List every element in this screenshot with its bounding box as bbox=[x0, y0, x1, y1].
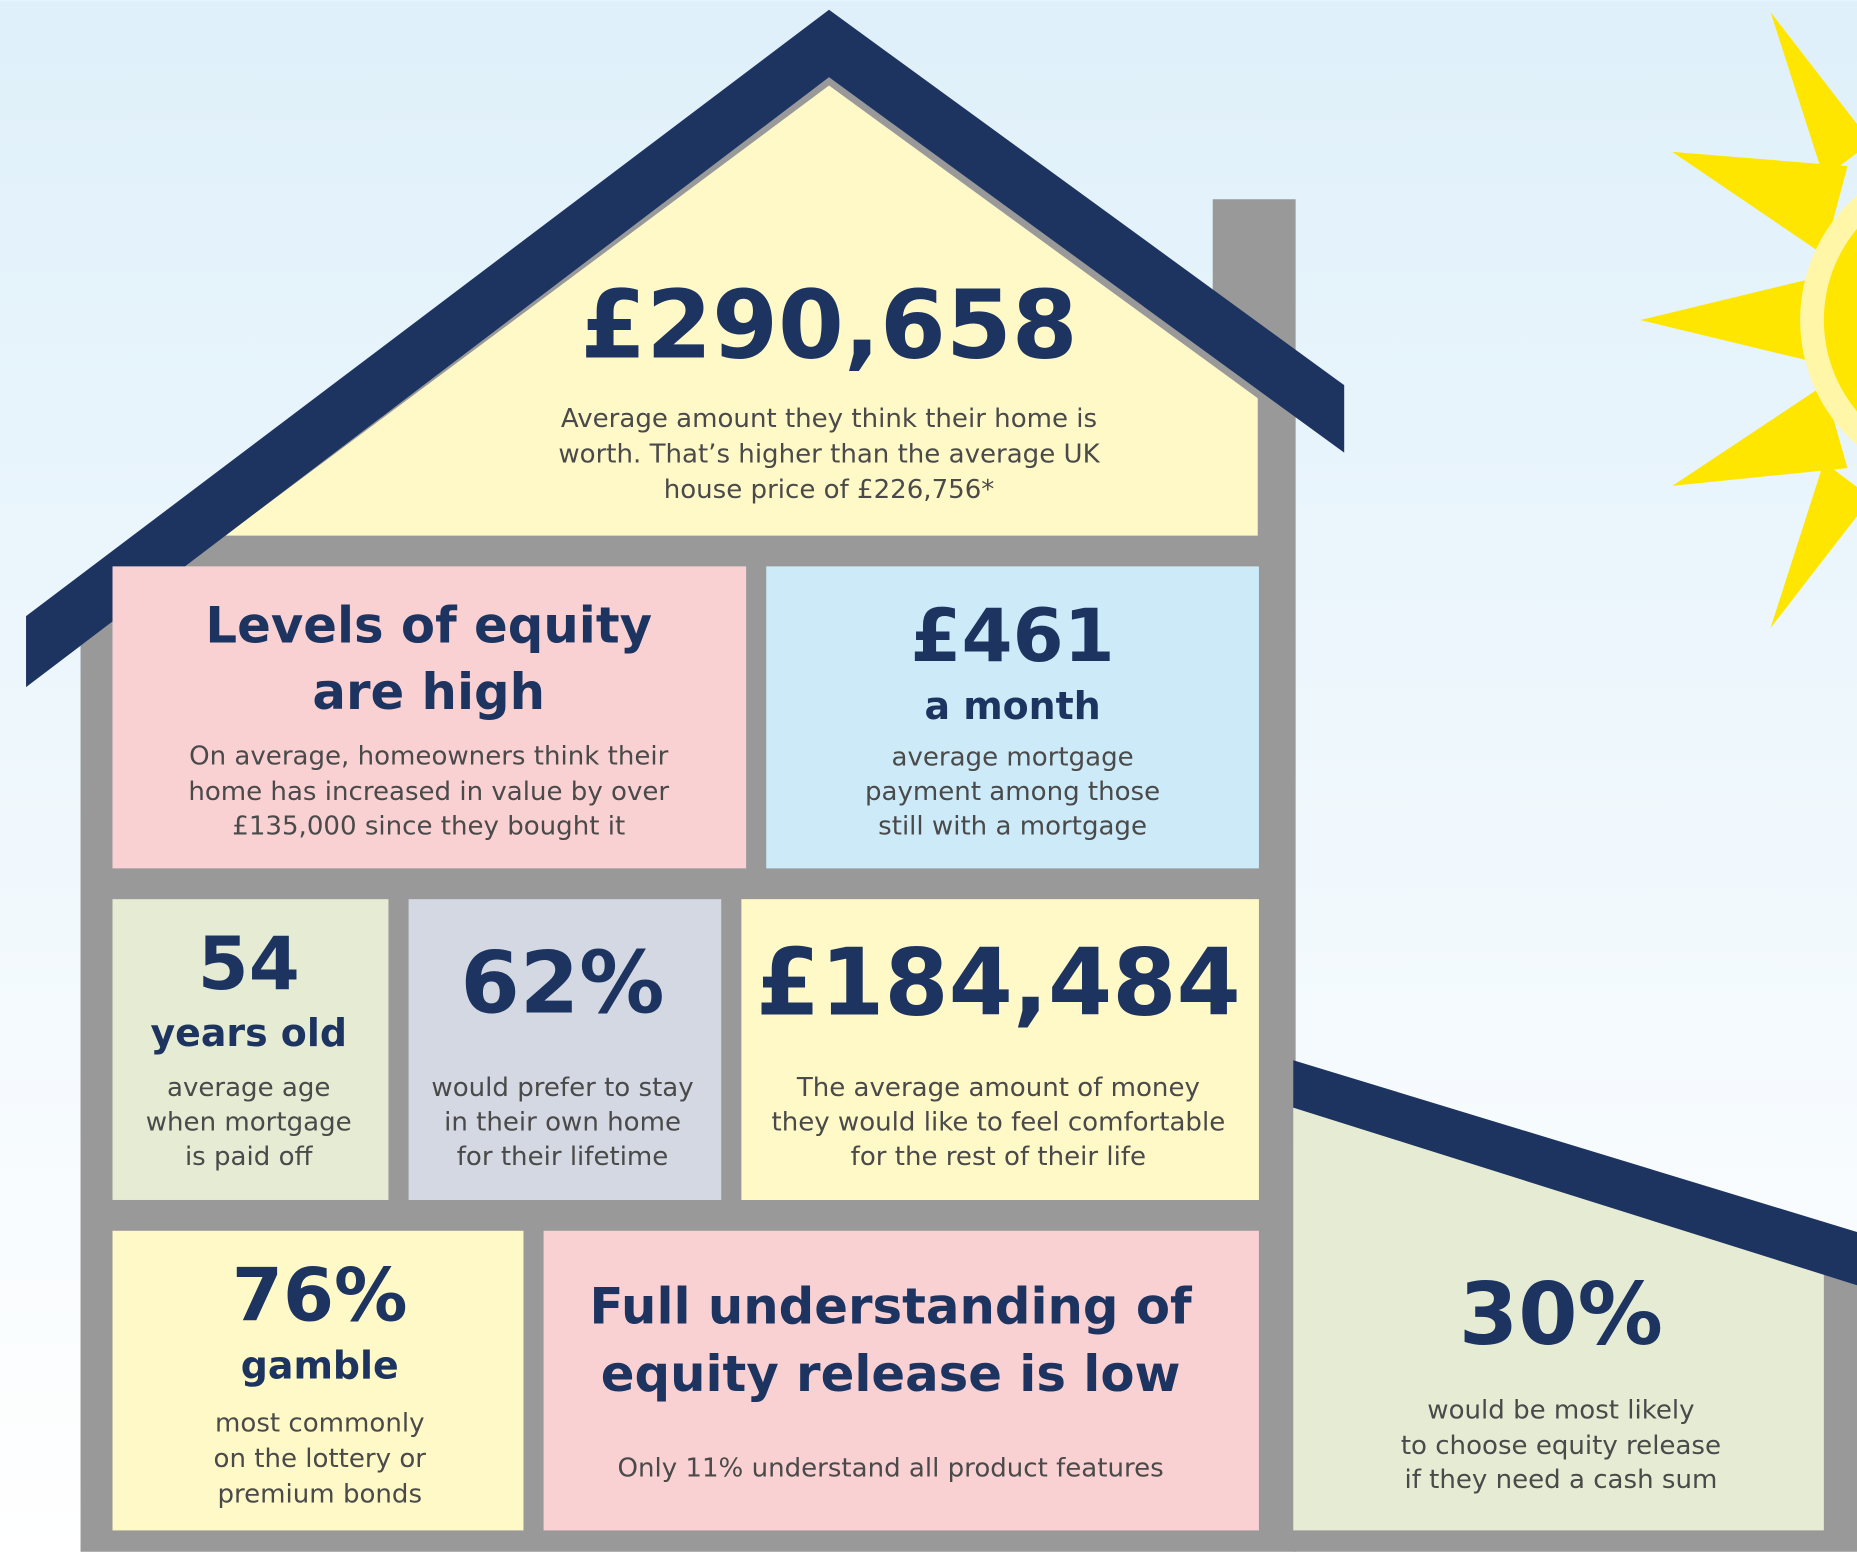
headline: £184,484 bbox=[756, 929, 1241, 1037]
body-text: home has increased in value by over bbox=[188, 777, 669, 807]
body-text: On average, homeowners think their bbox=[189, 742, 668, 772]
body-text: Average amount they think their home is bbox=[561, 404, 1097, 434]
room bbox=[408, 899, 722, 1200]
body-text: house price of £226,756* bbox=[664, 475, 995, 505]
body-text: when mortgage bbox=[146, 1108, 352, 1138]
body-text: average age bbox=[167, 1073, 330, 1103]
subheadline: a month bbox=[924, 684, 1100, 728]
room bbox=[112, 566, 747, 869]
headline: 30% bbox=[1459, 1266, 1663, 1365]
room bbox=[741, 899, 1259, 1200]
body-text: they would like to feel comfortable bbox=[771, 1108, 1225, 1138]
body-text: on the lottery or bbox=[214, 1444, 427, 1474]
room bbox=[766, 566, 1259, 869]
headline: £461 bbox=[910, 594, 1114, 679]
attic bbox=[225, 85, 1258, 536]
room bbox=[112, 1230, 524, 1531]
body-text: £135,000 since they bought it bbox=[232, 811, 625, 841]
roof bbox=[26, 9, 1345, 688]
body-text: for the rest of their life bbox=[851, 1142, 1146, 1172]
body-text: still with a mortgage bbox=[878, 811, 1147, 841]
headline: 76% bbox=[232, 1254, 408, 1339]
body-text: would prefer to stay bbox=[431, 1073, 693, 1103]
body-text: is paid off bbox=[185, 1142, 314, 1172]
body-text: average mortgage bbox=[891, 743, 1133, 773]
headline: Full understanding of bbox=[590, 1278, 1193, 1336]
body-text: payment among those bbox=[865, 777, 1160, 807]
body-text: to choose equity release bbox=[1401, 1431, 1721, 1461]
subheadline: years old bbox=[150, 1011, 346, 1055]
sun bbox=[1640, 12, 1857, 628]
body-text: for their lifetime bbox=[457, 1142, 669, 1172]
headline: Levels of equity bbox=[205, 597, 652, 655]
headline: are high bbox=[312, 663, 545, 721]
body-text: The average amount of money bbox=[796, 1073, 1200, 1103]
body-text: in their own home bbox=[444, 1108, 681, 1138]
headline: 54 bbox=[198, 922, 300, 1007]
body-text: Only 11% understand all product features bbox=[617, 1453, 1163, 1483]
headline: 62% bbox=[461, 935, 665, 1034]
body-text: would be most likely bbox=[1427, 1395, 1694, 1425]
room bbox=[112, 899, 389, 1200]
room bbox=[543, 1230, 1259, 1531]
headline: £290,658 bbox=[580, 271, 1077, 381]
headline: equity release is low bbox=[601, 1345, 1181, 1403]
body-text: premium bonds bbox=[217, 1479, 422, 1509]
extension-room bbox=[1293, 1107, 1824, 1531]
extension-roof bbox=[1293, 1060, 1857, 1286]
body-text: most commonly bbox=[215, 1408, 424, 1438]
body-text: if they need a cash sum bbox=[1405, 1465, 1718, 1495]
body-text: worth. That’s higher than the average UK bbox=[558, 440, 1100, 470]
subheadline: gamble bbox=[241, 1344, 399, 1388]
